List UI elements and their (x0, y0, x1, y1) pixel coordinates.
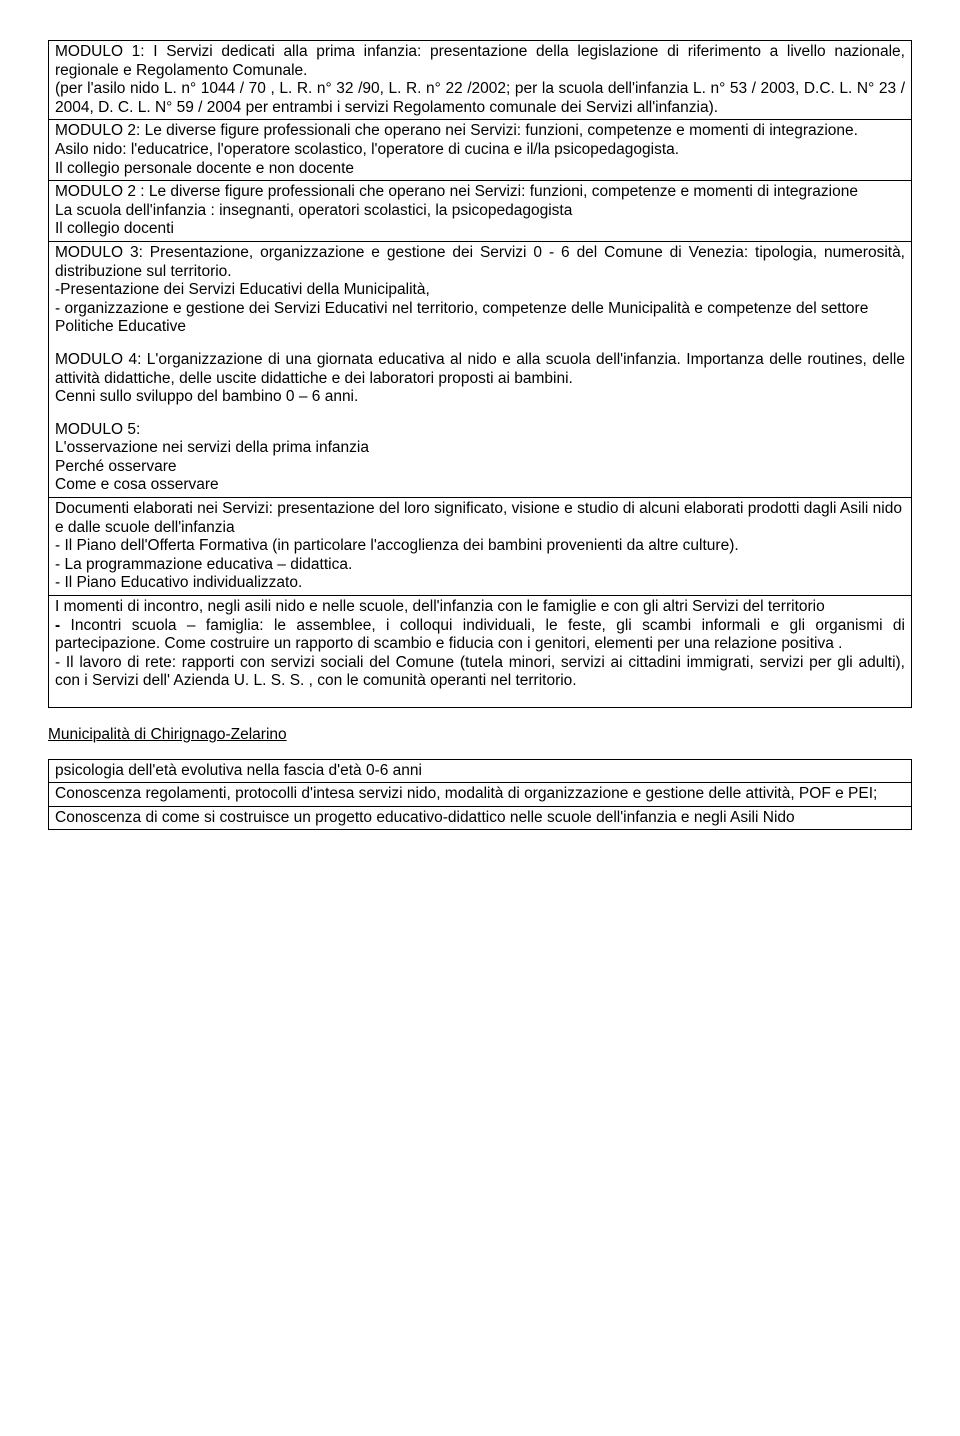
mod5-p1: MODULO 5: (55, 421, 905, 440)
mod2b-p1: MODULO 2 : Le diverse figure professiona… (55, 183, 905, 202)
mod5-p3: Perché osservare (55, 458, 905, 477)
inc-p3: - Il lavoro di rete: rapporti con serviz… (55, 654, 905, 691)
modulo-2b-cell: MODULO 2 : Le diverse figure professiona… (49, 181, 911, 242)
docs-p1: Documenti elaborati nei Servizi: present… (55, 500, 905, 537)
inc-p2-txt: Incontri scuola – famiglia: le assemblee… (55, 617, 905, 653)
inc-p2-dash: - (55, 617, 71, 634)
mod2a-p3: Il collegio personale docente e non doce… (55, 160, 905, 179)
inc-p1: I momenti di incontro, negli asili nido … (55, 598, 905, 617)
mod2a-p2: Asilo nido: l'educatrice, l'operatore sc… (55, 141, 905, 160)
docs-cell: Documenti elaborati nei Servizi: present… (49, 498, 911, 596)
mod2b-p2: La scuola dell'infanzia : insegnanti, op… (55, 202, 905, 221)
mod5-p2: L'osservazione nei servizi della prima i… (55, 439, 905, 458)
mod3-p3: - organizzazione e gestione dei Servizi … (55, 300, 905, 337)
incontro-cell: I momenti di incontro, negli asili nido … (49, 596, 911, 707)
mod3-p1: MODULO 3: Presentazione, organizzazione … (55, 244, 905, 281)
spacer (55, 337, 905, 351)
mod2b-p3: Il collegio docenti (55, 220, 905, 239)
modulo-2a-cell: MODULO 2: Le diverse figure professional… (49, 120, 911, 181)
box2-r3: Conoscenza di come si costruisce un prog… (49, 807, 911, 830)
inc-p2: - Incontri scuola – famiglia: le assembl… (55, 617, 905, 654)
modulo-3-cell: MODULO 3: Presentazione, organizzazione … (49, 242, 911, 498)
docs-p2: - Il Piano dell'Offerta Formativa (in pa… (55, 537, 905, 556)
mod1-p1: MODULO 1: I Servizi dedicati alla prima … (55, 43, 905, 79)
mod3-p2: -Presentazione dei Servizi Educativi del… (55, 281, 905, 300)
mod5-p4: Come e cosa osservare (55, 476, 905, 495)
municipality-heading: Municipalità di Chirignago-Zelarino (48, 726, 912, 745)
mod4-p1: MODULO 4: L'organizzazione di una giorna… (55, 351, 905, 388)
mod4-p2: Cenni sullo sviluppo del bambino 0 – 6 a… (55, 388, 905, 407)
spacer (55, 407, 905, 421)
box2-r2: Conoscenza regolamenti, protocolli d'int… (49, 783, 911, 807)
second-box: psicologia dell'età evolutiva nella fasc… (48, 759, 912, 831)
mod1-p2: (per l'asilo nido L. n° 1044 / 70 , L. R… (55, 80, 905, 116)
box2-r1: psicologia dell'età evolutiva nella fasc… (49, 760, 911, 784)
spacer (55, 691, 905, 705)
docs-p3: - La programmazione educativa – didattic… (55, 556, 905, 575)
modulo-1-cell: MODULO 1: I Servizi dedicati alla prima … (49, 41, 911, 120)
docs-p4: - Il Piano Educativo individualizzato. (55, 574, 905, 593)
main-box: MODULO 1: I Servizi dedicati alla prima … (48, 40, 912, 708)
mod2a-p1: MODULO 2: Le diverse figure professional… (55, 122, 905, 141)
